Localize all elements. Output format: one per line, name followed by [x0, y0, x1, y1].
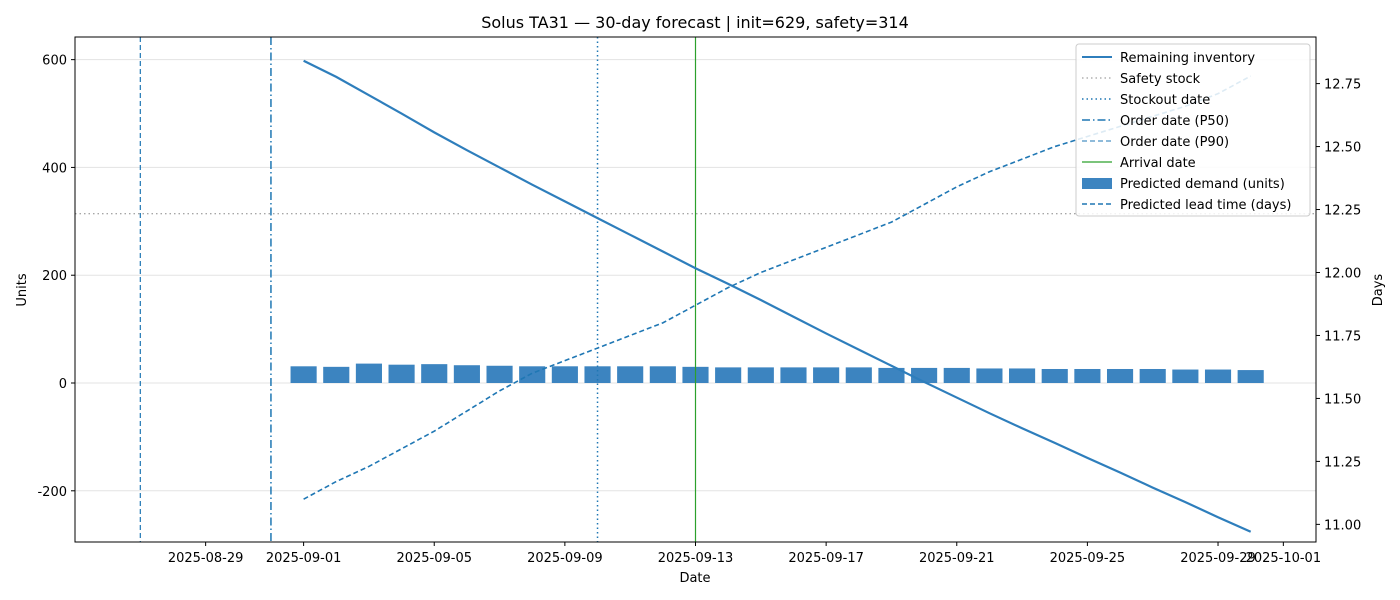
demand-bar: [1139, 368, 1166, 384]
x-axis-label: Date: [679, 571, 710, 586]
x-tick-label: 2025-09-29: [1180, 551, 1256, 566]
demand-bar: [1172, 369, 1199, 384]
legend-label: Stockout date: [1120, 93, 1210, 108]
x-tick-label: 2025-09-01: [266, 551, 342, 566]
legend-label: Arrival date: [1120, 156, 1196, 171]
inventory-line: [303, 59, 1252, 533]
lead-time-line: [303, 75, 1252, 500]
y2-tick-label: 11.50: [1324, 392, 1361, 407]
demand-bar: [519, 366, 546, 384]
legend-label: Order date (P50): [1120, 114, 1229, 129]
demand-bar: [780, 367, 807, 384]
demand-bar: [715, 367, 742, 384]
y2-tick-label: 11.25: [1324, 455, 1361, 470]
legend: Remaining inventory Safety stock Stockout …: [1075, 43, 1311, 217]
chart-title: Solus TA31 — 30-day forecast | init=629,…: [481, 13, 909, 32]
y-axis-label: Units: [15, 273, 30, 306]
x-tick-label: 2025-09-09: [527, 551, 603, 566]
demand-bar: [845, 367, 872, 384]
demand-bar: [1106, 368, 1134, 384]
legend-label: Predicted demand (units): [1120, 177, 1285, 192]
demand-bar: [421, 364, 448, 384]
x-tick-label: 2025-09-21: [919, 551, 995, 566]
demand-bar: [551, 366, 578, 384]
demand-bar: [1009, 368, 1036, 384]
series-lines: [303, 59, 1252, 533]
y2-axis-label: Days: [1371, 274, 1386, 307]
x-tick-label: 2025-09-13: [658, 551, 734, 566]
y-tick-label: 200: [42, 269, 67, 284]
legend-label: Safety stock: [1120, 72, 1201, 87]
x-tick-label: 2025-09-17: [788, 551, 864, 566]
demand-bar: [453, 365, 480, 384]
demand-bar: [1237, 370, 1264, 384]
x-tick-label: 2025-08-29: [168, 551, 244, 566]
y2-tick-label: 11.75: [1324, 329, 1361, 344]
demand-bar: [1074, 368, 1101, 384]
y2-tick-label: 12.25: [1324, 204, 1361, 219]
legend-swatch: [1082, 178, 1112, 189]
y2-tick-label: 12.00: [1324, 266, 1361, 281]
reference-lines: [75, 37, 1316, 542]
y2-tick-label: 11.00: [1324, 518, 1361, 533]
demand-bar: [1041, 368, 1068, 384]
legend-label: Order date (P90): [1120, 135, 1229, 150]
y-tick-label: -200: [37, 485, 67, 500]
x-tick-label: 2025-09-05: [396, 551, 472, 566]
demand-bar: [747, 367, 774, 384]
demand-bars: [290, 363, 1264, 384]
legend-box: [1075, 43, 1311, 217]
demand-bar: [355, 363, 382, 384]
demand-bar: [1204, 369, 1232, 384]
demand-bar: [813, 367, 840, 384]
demand-bar: [976, 368, 1003, 384]
demand-bar: [486, 365, 513, 384]
legend-label: Remaining inventory: [1120, 51, 1255, 66]
y2-tick-label: 12.50: [1324, 141, 1361, 156]
demand-bar: [388, 364, 415, 384]
demand-bar: [649, 366, 676, 384]
x-tick-label: 2025-10-01: [1246, 551, 1322, 566]
y-tick-label: 400: [42, 161, 67, 176]
y-tick-label: 600: [42, 54, 67, 69]
axes-ticks: -200 0 200 400 600 11.00 11.25 11.50 11.75 12.00 1…: [37, 54, 1361, 566]
demand-bar: [290, 366, 317, 384]
legend-label: Predicted lead time (days): [1120, 198, 1291, 213]
demand-bar: [878, 367, 905, 384]
demand-bar: [323, 366, 350, 384]
y-tick-label: 0: [59, 377, 67, 392]
y2-tick-label: 12.75: [1324, 78, 1361, 93]
demand-bar: [617, 366, 644, 384]
x-tick-label: 2025-09-25: [1050, 551, 1126, 566]
demand-bar: [943, 367, 970, 384]
